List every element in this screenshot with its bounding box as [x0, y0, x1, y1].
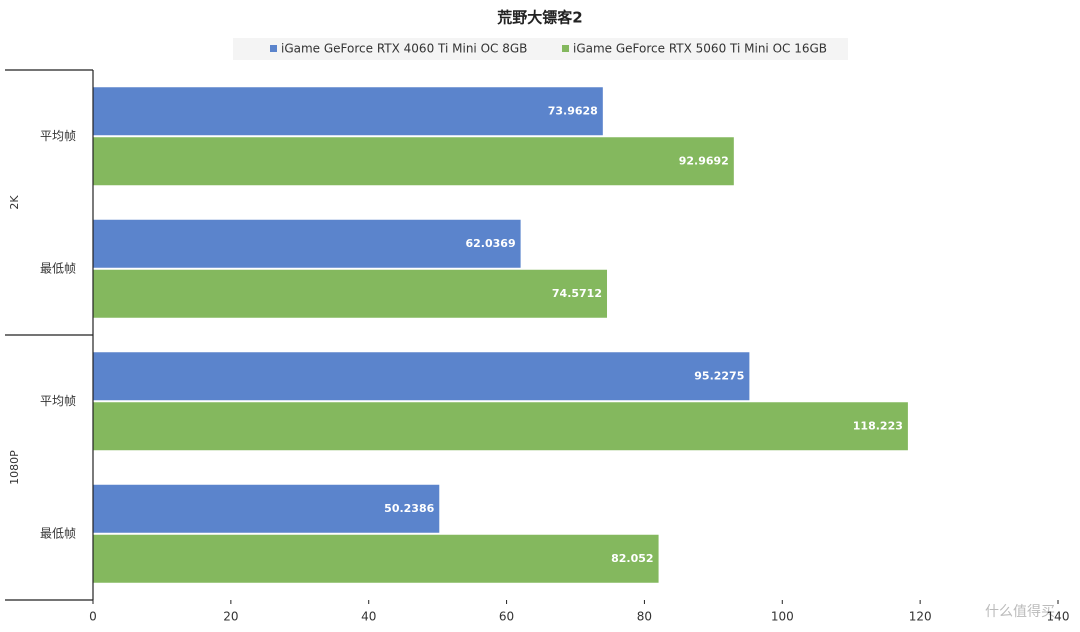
legend-label: iGame GeForce RTX 4060 Ti Mini OC 8GB — [281, 42, 527, 56]
bar — [93, 534, 659, 583]
data-label: 95.2275 — [694, 369, 744, 382]
x-tick-label: 80 — [637, 610, 652, 624]
x-tick-label: 140 — [1047, 610, 1070, 624]
group-label: 1080P — [8, 450, 21, 485]
bar — [93, 87, 603, 136]
x-tick-label: 0 — [89, 610, 97, 624]
data-label: 92.9692 — [679, 154, 729, 167]
watermark: 什么值得买 — [985, 603, 1055, 620]
legend-swatch — [270, 45, 277, 52]
data-label: 50.2386 — [384, 502, 434, 515]
bar — [93, 484, 440, 533]
x-tick-label: 60 — [499, 610, 514, 624]
bar — [93, 402, 908, 451]
x-tick-label: 40 — [361, 610, 376, 624]
data-label: 118.223 — [853, 419, 903, 432]
bar — [93, 219, 521, 268]
bar — [93, 269, 608, 318]
legend-label: iGame GeForce RTX 5060 Ti Mini OC 16GB — [573, 42, 827, 56]
x-tick-label: 120 — [909, 610, 932, 624]
legend-swatch — [562, 45, 569, 52]
data-label: 73.9628 — [548, 104, 598, 117]
y-tick-label: 平均帧 — [40, 394, 76, 408]
chart-title: 荒野大镖客2 — [497, 9, 582, 27]
y-tick-label: 平均帧 — [40, 129, 76, 143]
x-tick-label: 100 — [771, 610, 794, 624]
data-label: 62.0369 — [466, 237, 516, 250]
y-tick-label: 最低帧 — [40, 526, 76, 540]
data-label: 82.052 — [611, 552, 653, 565]
y-tick-label: 最低帧 — [40, 261, 76, 275]
bar — [93, 137, 734, 186]
legend-box — [233, 38, 848, 60]
x-tick-label: 20 — [223, 610, 238, 624]
data-label: 74.5712 — [552, 287, 602, 300]
group-label: 2K — [8, 195, 21, 210]
bar — [93, 352, 750, 401]
